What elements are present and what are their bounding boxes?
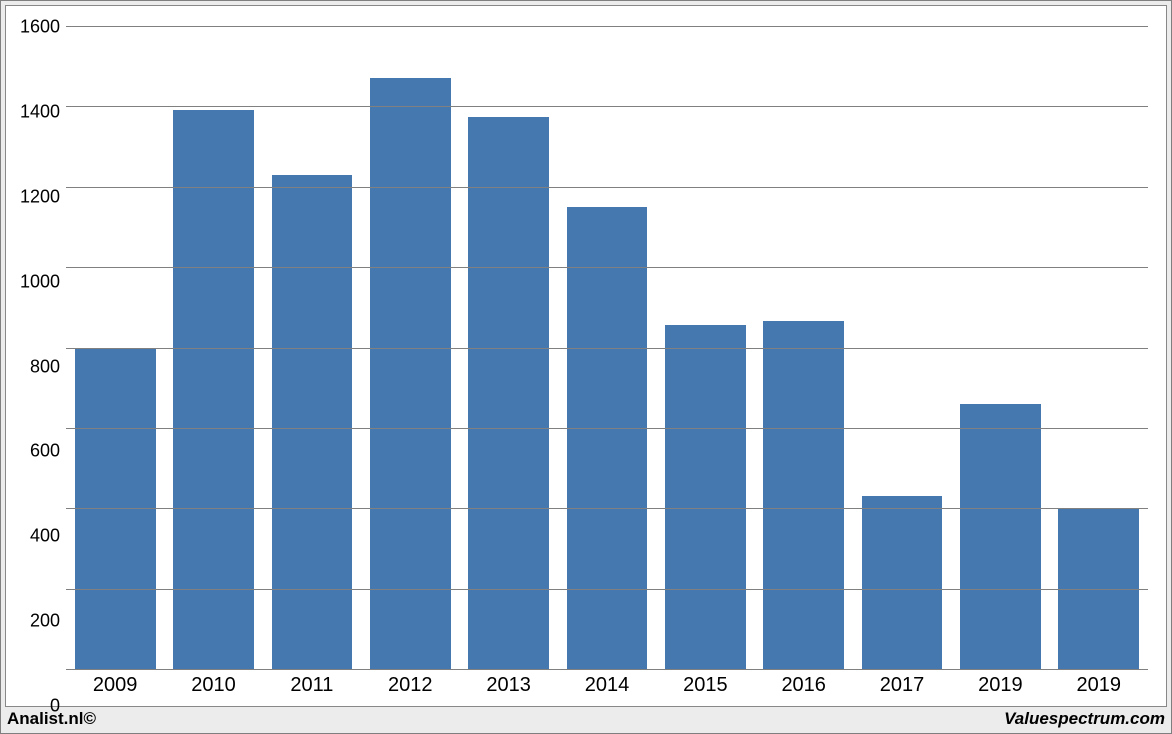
x-tick-label: 2012 <box>361 670 459 706</box>
bar-slot <box>459 6 557 669</box>
y-tick-label: 1400 <box>20 102 60 123</box>
plot-area <box>66 6 1148 670</box>
x-tick-label: 2013 <box>459 670 557 706</box>
footer: Analist.nl© Valuespectrum.com <box>1 707 1171 733</box>
x-tick-label: 2010 <box>164 670 262 706</box>
grid-line <box>66 26 1148 27</box>
grid-line <box>66 508 1148 509</box>
bar-slot <box>164 6 262 669</box>
x-axis: 2009201020112012201320142015201620172019… <box>66 670 1148 706</box>
bar <box>567 207 648 669</box>
x-tick-label: 2014 <box>558 670 656 706</box>
grid-line <box>66 187 1148 188</box>
grid-line <box>66 669 1148 670</box>
bar-slot <box>263 6 361 669</box>
chart-container: 02004006008001000120014001600 2009201020… <box>0 0 1172 734</box>
y-tick-label: 0 <box>50 696 60 717</box>
footer-right: Valuespectrum.com <box>1004 709 1165 729</box>
bar <box>272 175 353 669</box>
bar-slot <box>853 6 951 669</box>
chart-frame: 02004006008001000120014001600 2009201020… <box>5 5 1167 707</box>
bars-layer <box>66 6 1148 669</box>
bar-slot <box>755 6 853 669</box>
y-axis: 02004006008001000120014001600 <box>6 6 66 706</box>
y-tick-label: 1600 <box>20 17 60 38</box>
grid-line <box>66 267 1148 268</box>
bar-slot <box>1050 6 1148 669</box>
bar-slot <box>558 6 656 669</box>
bar <box>763 321 844 669</box>
bar-slot <box>361 6 459 669</box>
bar-slot <box>656 6 754 669</box>
x-tick-label: 2017 <box>853 670 951 706</box>
x-tick-label: 2011 <box>263 670 361 706</box>
y-tick-label: 800 <box>30 356 60 377</box>
bar <box>862 496 943 669</box>
bar-slot <box>66 6 164 669</box>
grid-line <box>66 348 1148 349</box>
grid-line <box>66 589 1148 590</box>
x-tick-label: 2019 <box>1050 670 1148 706</box>
y-tick-label: 1200 <box>20 186 60 207</box>
grid-line <box>66 106 1148 107</box>
y-tick-label: 400 <box>30 526 60 547</box>
grid-line <box>66 428 1148 429</box>
bar <box>665 325 746 669</box>
x-tick-label: 2019 <box>951 670 1049 706</box>
y-tick-label: 200 <box>30 611 60 632</box>
x-tick-label: 2015 <box>656 670 754 706</box>
bar <box>370 78 451 669</box>
y-tick-label: 1000 <box>20 271 60 292</box>
x-tick-label: 2009 <box>66 670 164 706</box>
bar <box>173 110 254 669</box>
bar <box>960 404 1041 669</box>
plot-column: 2009201020112012201320142015201620172019… <box>66 6 1166 706</box>
bar <box>468 117 549 670</box>
y-tick-label: 600 <box>30 441 60 462</box>
bar-slot <box>951 6 1049 669</box>
x-tick-label: 2016 <box>755 670 853 706</box>
